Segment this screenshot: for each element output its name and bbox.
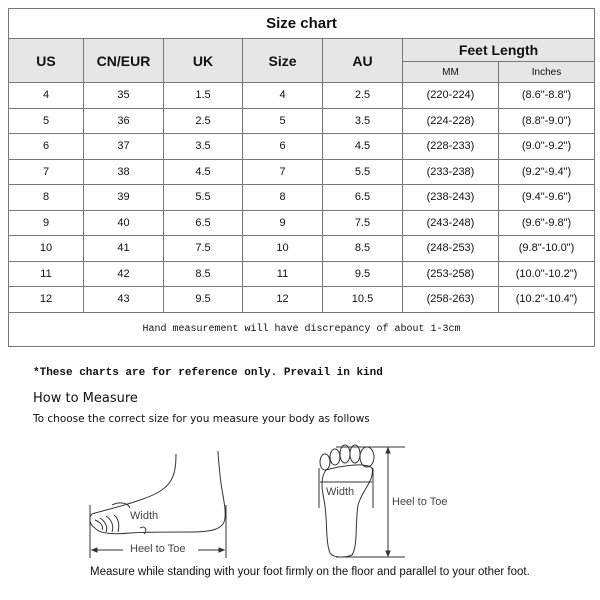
table-cell: 37 [83, 133, 164, 160]
table-cell: (8.6"-8.8") [497, 82, 596, 109]
table-cell: 1.5 [163, 82, 243, 109]
table-cell: 7 [242, 158, 323, 185]
table-cell: 10.5 [322, 286, 403, 313]
table-cell: (238-243) [402, 184, 499, 211]
table-row: 5 36 2.5 5 3.5 (224-228) (8.8"-9.0") [8, 107, 596, 134]
table-cell: (258-263) [402, 286, 499, 313]
table-cell: (224-228) [402, 107, 499, 134]
table-cell: 9.5 [322, 260, 403, 287]
sole-width-label: Width [326, 486, 355, 498]
foot-illustration [89, 444, 405, 558]
table-cell: 8.5 [163, 260, 243, 287]
size-chart-table: Size chart US CN/EUR UK Size AU Feet Len… [7, 8, 596, 347]
table-row: 10 41 7.5 10 8.5 (248-253) (9.8"-10.0") [8, 235, 596, 262]
table-cell: 5.5 [322, 158, 403, 185]
how-to-measure-subtitle: To choose the correct size for you measu… [33, 413, 370, 425]
reference-note: *These charts are for reference only. Pr… [33, 367, 383, 379]
sole-foot-drawing [318, 444, 405, 558]
table-cell: 11 [8, 260, 84, 287]
table-row: 7 38 4.5 7 5.5 (233-238) (9.2"-9.4") [8, 158, 596, 185]
table-cell: 6 [242, 133, 323, 160]
table-cell: 35 [83, 82, 164, 109]
header-feet-length: Feet Length [401, 38, 596, 62]
side-foot-drawing [89, 450, 227, 558]
table-cell: (10.2"-10.4") [497, 286, 596, 313]
table-cell: 5.5 [163, 184, 243, 211]
table-cell: (9.6"-9.8") [497, 209, 596, 236]
table-cell: 4.5 [163, 158, 243, 185]
table-cell: 2.5 [322, 82, 403, 109]
table-cell: 4 [8, 82, 84, 109]
table-cell: 43 [83, 286, 164, 313]
table-cell: 4 [242, 82, 323, 109]
table-cell: 12 [242, 286, 323, 313]
table-cell: 7.5 [322, 209, 403, 236]
table-cell: (248-253) [402, 235, 499, 262]
table-cell: 3.5 [322, 107, 403, 134]
side-width-label: Width [130, 510, 159, 522]
table-cell: 39 [83, 184, 164, 211]
table-cell: (10.0"-10.2") [497, 260, 596, 287]
table-cell: 38 [83, 158, 164, 185]
table-cell: 12 [8, 286, 84, 313]
table-cell: (233-238) [402, 158, 499, 185]
table-cell: 10 [242, 235, 323, 262]
table-cell: (9.0"-9.2") [497, 133, 596, 160]
table-cell: (9.4"-9.6") [497, 184, 596, 211]
how-to-measure-title: How to Measure [33, 391, 138, 406]
sole-length-label: Heel to Toe [392, 496, 448, 508]
chart-title: Size chart [7, 8, 596, 39]
table-row: 8 39 5.5 8 6.5 (238-243) (9.4"-9.6") [8, 184, 596, 211]
table-cell: 8 [242, 184, 323, 211]
header-us: US [8, 38, 84, 83]
table-row: 9 40 6.5 9 7.5 (243-248) (9.6"-9.8") [8, 209, 596, 236]
table-cell: (228-233) [402, 133, 499, 160]
table-cell: (9.2"-9.4") [497, 158, 596, 185]
table-row: 4 35 1.5 4 2.5 (220-224) (8.6"-8.8") [8, 82, 596, 109]
table-cell: (220-224) [402, 82, 499, 109]
header-inches: Inches [497, 61, 596, 83]
table-cell: 8.5 [322, 235, 403, 262]
table-cell: 6 [8, 133, 84, 160]
table-cell: 3.5 [163, 133, 243, 160]
table-cell: (253-258) [402, 260, 499, 287]
table-cell: 40 [83, 209, 164, 236]
table-cell: 8 [8, 184, 84, 211]
table-cell: 6.5 [322, 184, 403, 211]
side-length-label: Heel to Toe [130, 543, 186, 555]
table-cell: 4.5 [322, 133, 403, 160]
table-cell: 9 [8, 209, 84, 236]
measure-instruction: Measure while standing with your foot fi… [90, 566, 530, 578]
table-cell: (9.8"-10.0") [497, 235, 596, 262]
table-cell: 36 [83, 107, 164, 134]
table-row: 12 43 9.5 12 10.5 (258-263) (10.2"-10.4") [8, 286, 596, 313]
header-au: AU [322, 38, 403, 83]
header-mm: MM [402, 61, 499, 83]
table-cell: 9 [242, 209, 323, 236]
table-cell: 7 [8, 158, 84, 185]
header-size: Size [242, 38, 323, 83]
table-cell: 6.5 [163, 209, 243, 236]
table-row: 11 42 8.5 11 9.5 (253-258) (10.0"-10.2") [8, 260, 596, 287]
table-cell: 7.5 [163, 235, 243, 262]
table-cell: (8.8"-9.0") [497, 107, 596, 134]
table-row: 6 37 3.5 6 4.5 (228-233) (9.0"-9.2") [8, 133, 596, 160]
table-cell: 11 [242, 260, 323, 287]
table-cell: (243-248) [402, 209, 499, 236]
table-cell: 2.5 [163, 107, 243, 134]
table-cell: 9.5 [163, 286, 243, 313]
table-cell: 41 [83, 235, 164, 262]
table-cell: 10 [8, 235, 84, 262]
table-cell: 5 [8, 107, 84, 134]
table-cell: 42 [83, 260, 164, 287]
header-uk: UK [163, 38, 243, 83]
table-cell: 5 [242, 107, 323, 134]
header-cn-eur: CN/EUR [83, 38, 164, 83]
chart-footer: Hand measurement will have discrepancy o… [7, 311, 596, 347]
